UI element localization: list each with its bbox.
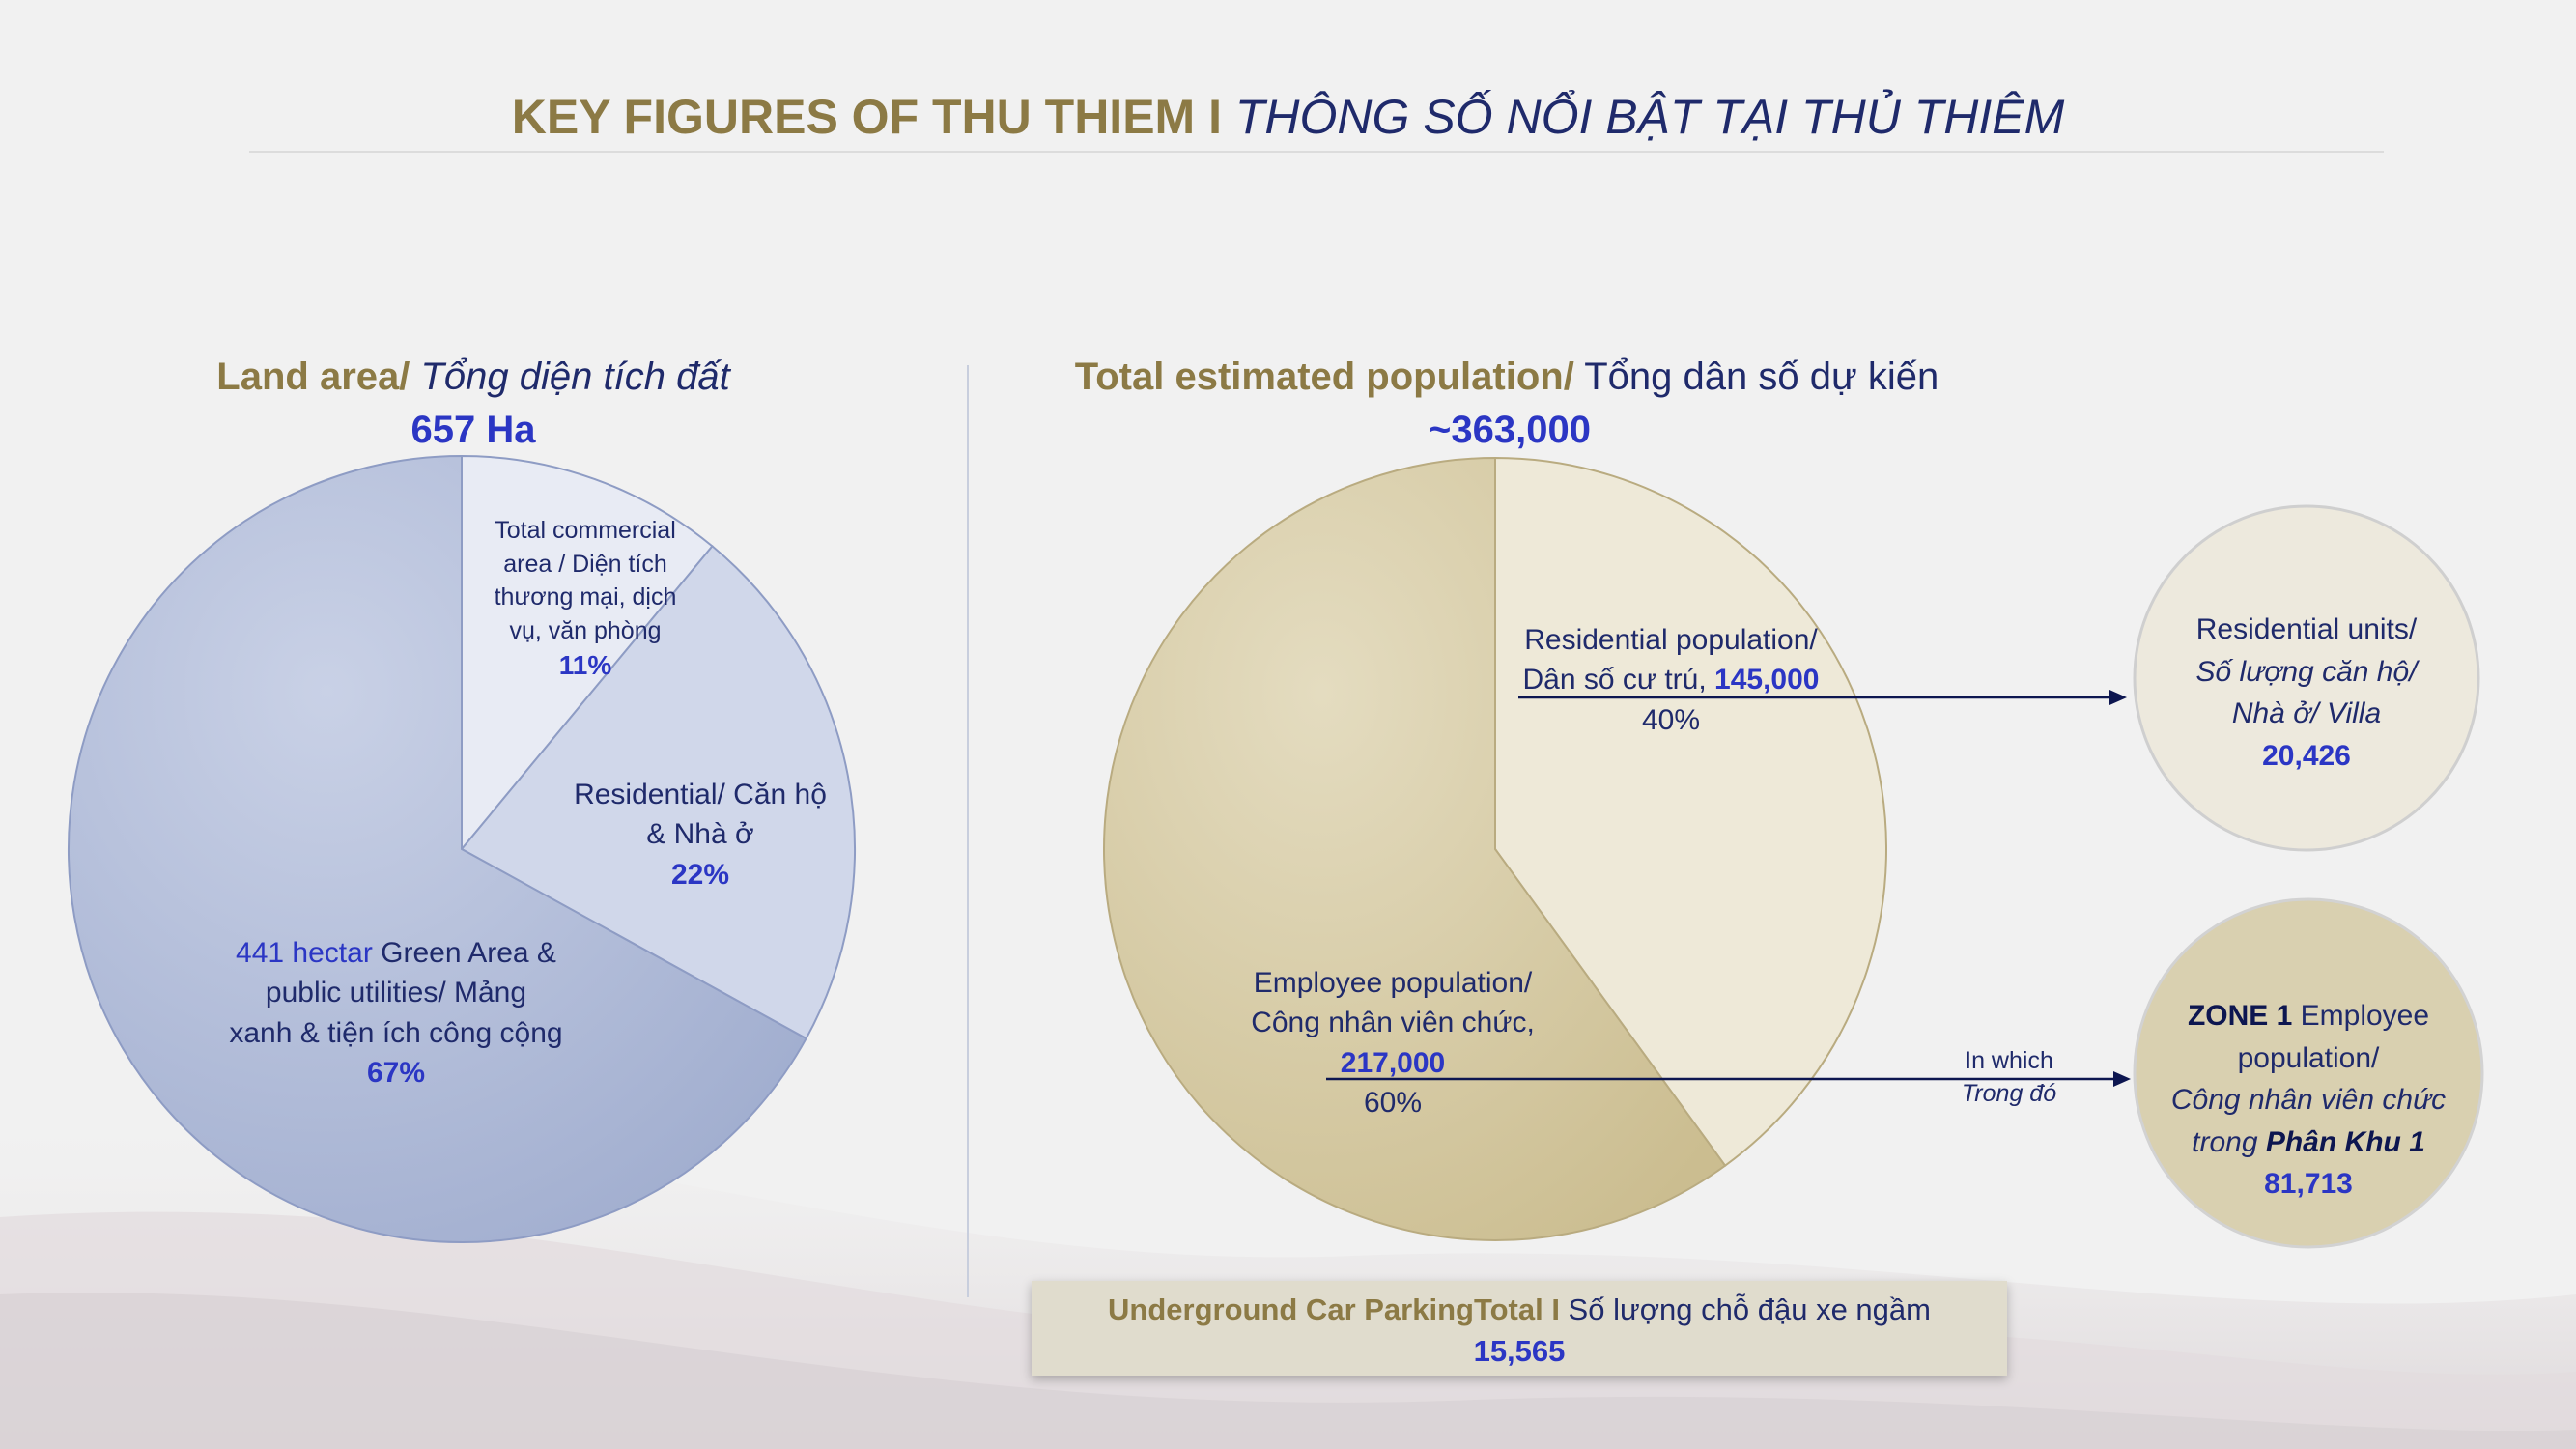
pie-slice-commercial: [461, 454, 714, 852]
title-vietnamese: THÔNG SỐ NỔI BẬT TẠI THỦ THIÊM: [1234, 90, 2065, 144]
land-title-vi: Tổng diện tích đất: [420, 355, 730, 398]
pop-res-line-2: Dân số cư trú,: [1522, 664, 1715, 696]
residential-pct: 22%: [670, 858, 730, 891]
title-english: KEY FIGURES OF THU THIEM: [511, 90, 1196, 144]
units-line-1: Residential units/: [2195, 613, 2418, 645]
employee-arrow-head: [2113, 1071, 2131, 1087]
commercial-line-2: area / Diện tích: [503, 550, 667, 578]
green-pct: 67%: [366, 1057, 426, 1090]
land-green-label: 441 hectar Green Area & public utilities…: [174, 933, 618, 1094]
residential-units-circle: [2133, 504, 2480, 852]
population-pie: [1103, 456, 1887, 1241]
residential-line-2: & Nhà ở: [646, 818, 754, 851]
pop-emp-pct: 60%: [1363, 1087, 1423, 1120]
zone1-line-4b: Phân Khu 1: [2265, 1125, 2425, 1158]
parking-label-vi: Số lượng chỗ đậu xe ngầm: [1568, 1293, 1931, 1326]
commercial-line-1: Total commercial: [495, 517, 676, 544]
residential-line-1: Residential/ Căn hộ: [574, 779, 827, 810]
trong-do-text: Trong đó: [1961, 1079, 2057, 1107]
zone1-value: 81,713: [2264, 1168, 2353, 1200]
pie-slice-residential-pop: [1494, 456, 1887, 1168]
units-line-2: Số lượng căn hộ/: [2195, 655, 2418, 688]
pop-emp-line-2: Công nhân viên chức,: [1251, 1007, 1535, 1039]
population-title-vi: Tổng dân số dự kiến: [1584, 355, 1939, 398]
residential-units-label: Residential units/ Số lượng căn hộ/ Nhà …: [2142, 609, 2471, 777]
title-separator: I: [1195, 90, 1235, 144]
land-area-title: Land area/ Tổng diện tích đất: [87, 355, 860, 399]
title-rule: [249, 151, 2384, 153]
zone1-line-1: Employee: [2292, 1000, 2430, 1032]
pop-res-pct: 40%: [1641, 703, 1701, 736]
green-line-1: Green Area &: [372, 937, 556, 969]
commercial-line-4: vụ, văn phòng: [509, 616, 662, 644]
zone1-title: ZONE 1: [2187, 1000, 2293, 1032]
pie-slice-employee-pop: [1103, 456, 1727, 1241]
parking-box: Underground Car ParkingTotal I Số lượng …: [1032, 1281, 2007, 1376]
parking-sep: I: [1543, 1293, 1569, 1326]
pie-slice-residential: [460, 544, 856, 1040]
commercial-pct: 11%: [558, 650, 612, 680]
land-residential-label: Residential/ Căn hộ & Nhà ở 22%: [546, 775, 855, 895]
pie-slice-green: [67, 454, 808, 1243]
commercial-line-3: thương mại, dịch: [494, 583, 677, 611]
pop-emp-line-1: Employee population/: [1253, 967, 1533, 999]
zone1-line-3: Công nhân viên chức: [2170, 1084, 2447, 1116]
pop-res-line-1: Residential population/: [1524, 624, 1818, 656]
land-title-en: Land area/: [216, 355, 410, 398]
green-highlight: 441 hectar: [236, 937, 373, 969]
zone1-circle: [2133, 897, 2484, 1249]
pop-employee-label: Employee population/ Công nhân viên chức…: [1219, 963, 1567, 1123]
population-total: ~363,000: [1429, 409, 1591, 451]
section-divider: [967, 365, 969, 1297]
pop-emp-value: 217,000: [1340, 1046, 1446, 1079]
parking-value: 15,565: [1473, 1334, 1566, 1369]
zone1-label: ZONE 1 Employee population/ Công nhân vi…: [2144, 995, 2473, 1206]
land-total: 657 Ha: [410, 409, 536, 451]
green-line-3: xanh & tiện ích công cộng: [229, 1016, 563, 1049]
residential-arrow-head: [2109, 690, 2127, 705]
population-title: Total estimated population/ Tổng dân số …: [1024, 355, 1990, 399]
units-line-3: Nhà ở/ Villa: [2231, 697, 2382, 729]
zone1-line-4a: trong: [2192, 1125, 2266, 1158]
land-commercial-label: Total commercial area / Diện tích thương…: [450, 514, 721, 685]
parking-label-en: Underground Car ParkingTotal: [1108, 1293, 1543, 1326]
population-title-en: Total estimated population/: [1074, 355, 1574, 398]
units-value: 20,426: [2262, 739, 2351, 772]
zone1-line-2: population/: [2237, 1041, 2380, 1074]
pop-residential-label: Residential population/ Dân số cư trú, 1…: [1487, 620, 1854, 740]
page-title: KEY FIGURES OF THU THIEM I THÔNG SỐ NỔI …: [0, 89, 2576, 145]
green-line-2: public utilities/ Mảng: [265, 977, 527, 1009]
in-which-text: In which: [1965, 1047, 2053, 1074]
pop-res-value: 145,000: [1714, 664, 1820, 696]
land-area-pie: [67, 454, 856, 1243]
in-which-note: In which Trong đó: [1932, 1045, 2086, 1111]
